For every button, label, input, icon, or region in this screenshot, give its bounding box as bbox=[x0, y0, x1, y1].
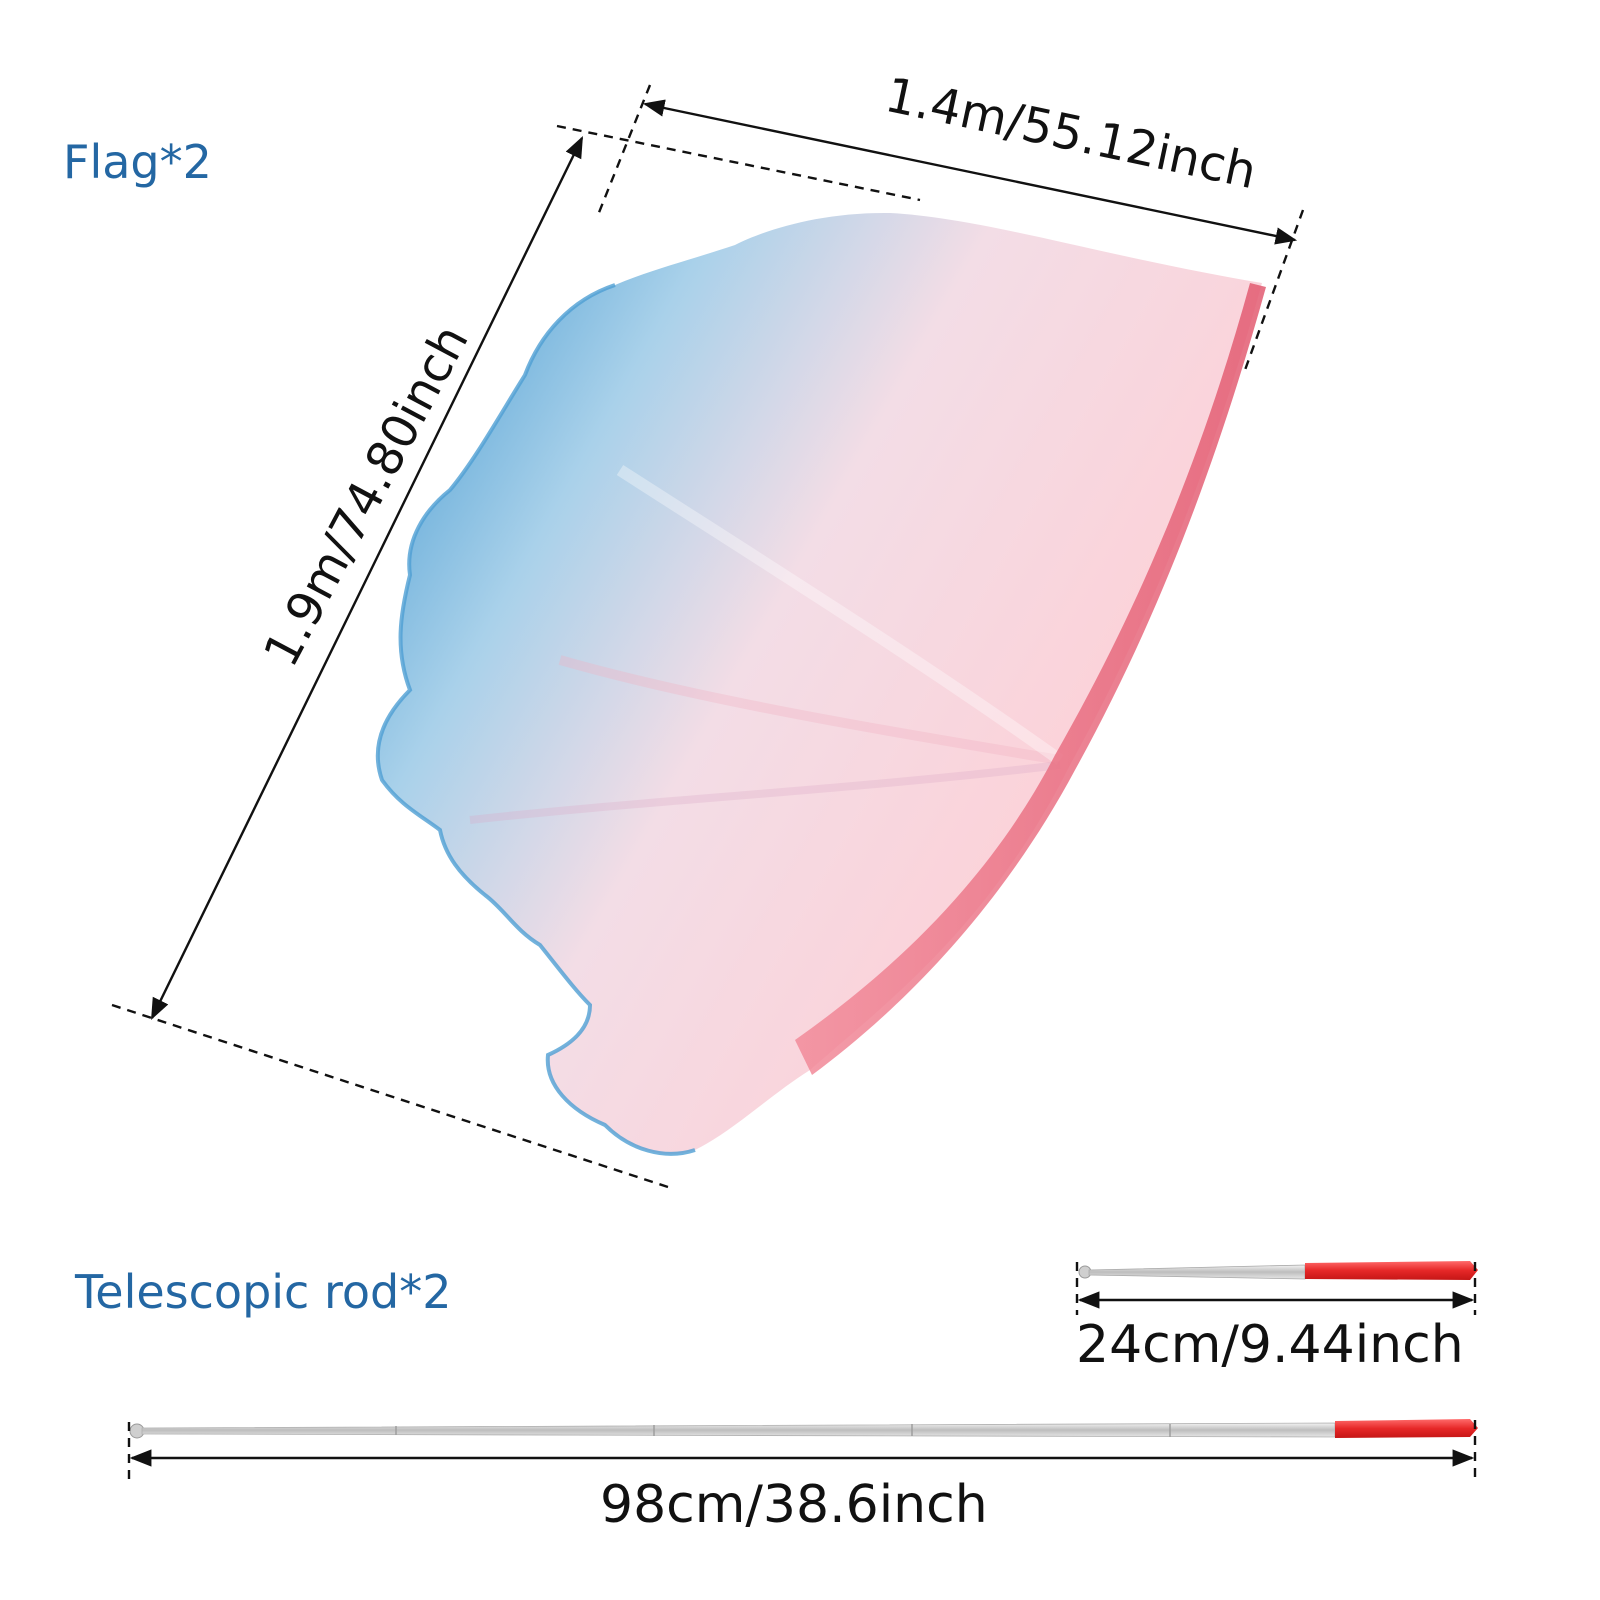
height-arrow bbox=[150, 136, 584, 1020]
width-extension-line-right bbox=[1243, 209, 1305, 371]
rod-long-metal bbox=[141, 1422, 1336, 1438]
width-arrow bbox=[642, 99, 1298, 245]
flag-illustration bbox=[375, 212, 1266, 1156]
flag-fold bbox=[616, 464, 1064, 765]
flag-fabric bbox=[377, 212, 1262, 1154]
rod-short-handle bbox=[1305, 1261, 1478, 1280]
rod-short-metal bbox=[1088, 1264, 1306, 1280]
rod-long-dimension: 98cm/38.6inch bbox=[127, 1420, 1477, 1535]
rod-short-dimension: 24cm/9.44inch bbox=[1075, 1262, 1477, 1375]
rod-short-length-label: 24cm/9.44inch bbox=[1076, 1315, 1464, 1375]
flag-width-label: 1.4m/55.12inch bbox=[881, 67, 1262, 200]
height-extension-line-top bbox=[556, 124, 921, 202]
rod-section-label: Telescopic rod*2 bbox=[74, 1265, 451, 1319]
flag-fold bbox=[558, 655, 1061, 765]
rod-long-illustration bbox=[129, 1419, 1478, 1439]
rod-short-illustration bbox=[1078, 1261, 1478, 1280]
rod-long-length-label: 98cm/38.6inch bbox=[600, 1475, 988, 1535]
flag-section-label: Flag*2 bbox=[63, 135, 212, 189]
height-extension-line-bottom bbox=[111, 1003, 669, 1189]
width-extension-line-left bbox=[596, 84, 652, 216]
rod-long-handle bbox=[1335, 1419, 1478, 1438]
